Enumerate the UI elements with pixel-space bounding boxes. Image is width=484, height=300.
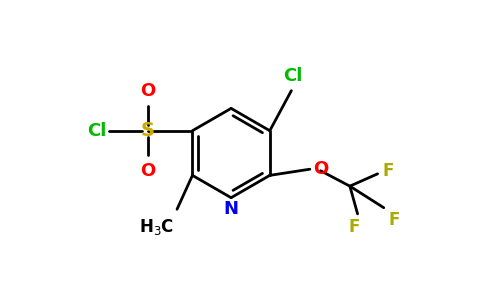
Text: H$_3$C: H$_3$C [139,217,174,237]
Text: O: O [140,82,155,100]
Text: Cl: Cl [283,67,302,85]
Text: O: O [140,161,155,179]
Text: Cl: Cl [87,122,106,140]
Text: N: N [224,200,239,218]
Text: O: O [313,160,328,178]
Text: S: S [141,121,155,140]
Text: F: F [349,218,360,236]
Text: F: F [388,211,400,229]
Text: F: F [382,162,393,180]
